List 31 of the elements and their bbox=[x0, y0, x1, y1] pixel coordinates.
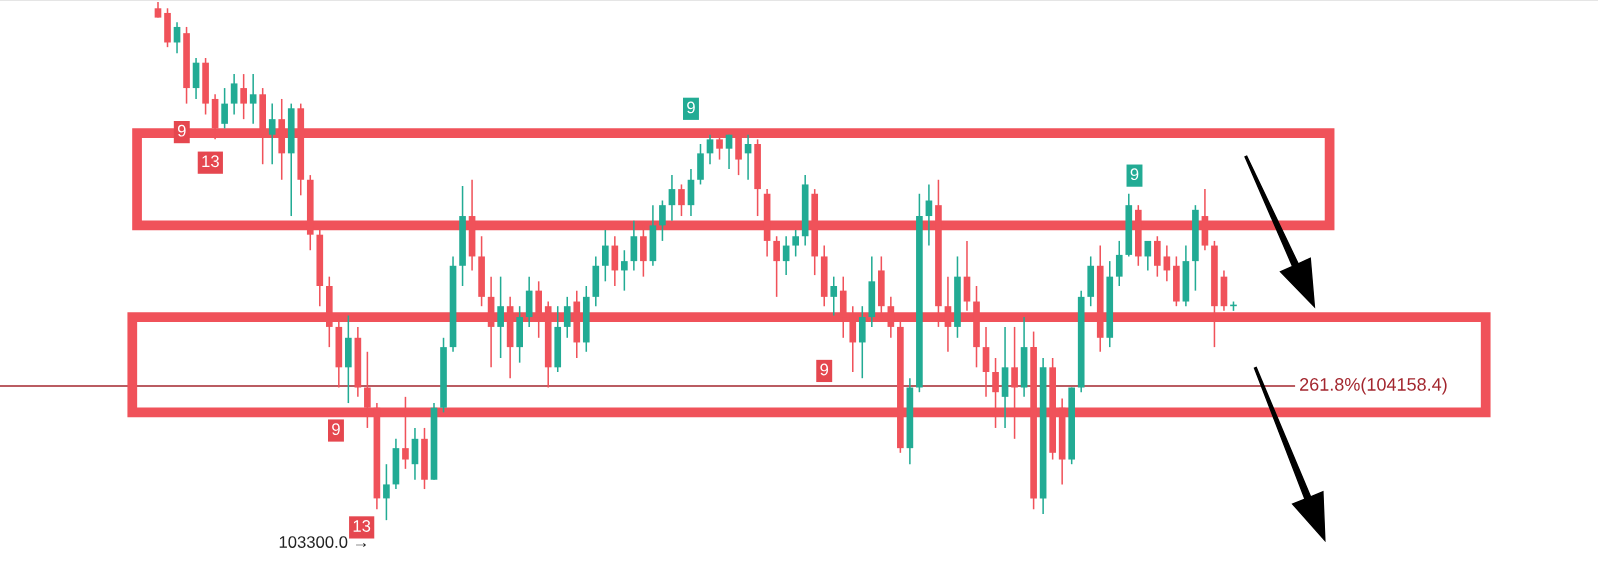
candlestick bbox=[773, 235, 780, 298]
candlestick bbox=[268, 102, 276, 165]
annotation: 9 bbox=[687, 101, 695, 114]
candlestick bbox=[725, 133, 733, 170]
candlestick bbox=[830, 275, 838, 317]
candlestick bbox=[1115, 240, 1123, 287]
candlestick bbox=[678, 183, 685, 217]
candlestick bbox=[1163, 244, 1171, 283]
candlestick bbox=[563, 296, 571, 339]
candlestick bbox=[668, 174, 676, 222]
text: 103300.0 → bbox=[279, 536, 366, 548]
candlestick bbox=[1144, 240, 1152, 272]
candlestick bbox=[497, 275, 504, 359]
annotation: 9 bbox=[332, 423, 340, 435]
text: 261.8%(104158.4) bbox=[1300, 377, 1447, 395]
candlestick bbox=[240, 73, 247, 120]
annotation: 13 bbox=[353, 520, 371, 532]
candlestick bbox=[221, 87, 228, 130]
candlestick bbox=[601, 229, 609, 283]
candlestick bbox=[659, 199, 666, 242]
annotation: 9 bbox=[177, 124, 186, 137]
candlestick bbox=[925, 183, 933, 247]
candlestick bbox=[621, 249, 628, 292]
annotation: 13 bbox=[202, 155, 219, 168]
candlestick bbox=[792, 229, 799, 258]
candlestick bbox=[706, 133, 714, 165]
candlestick bbox=[230, 73, 238, 116]
candlestick bbox=[383, 463, 390, 521]
annotation: 9 bbox=[820, 363, 829, 376]
annotation: 9 bbox=[1130, 168, 1139, 181]
candlestick bbox=[249, 73, 257, 125]
